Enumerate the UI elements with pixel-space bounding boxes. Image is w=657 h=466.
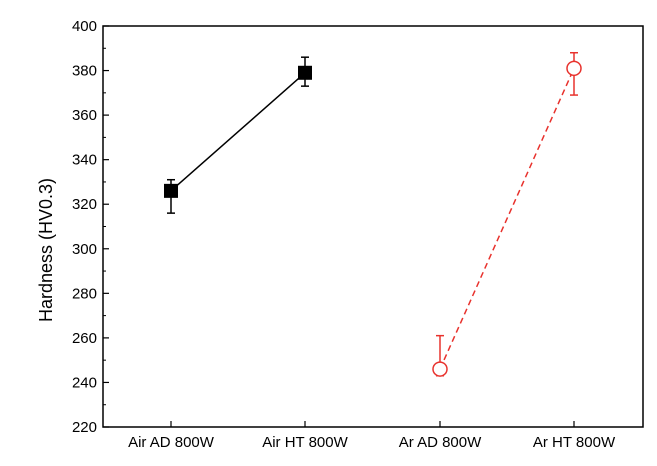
data-point-circle xyxy=(566,60,582,77)
y-tick-label: 320 xyxy=(72,196,97,213)
y-tick-label: 360 xyxy=(72,107,97,124)
y-tick-label: 300 xyxy=(72,241,97,258)
series-layer xyxy=(164,51,582,377)
plot-border xyxy=(102,25,644,428)
y-tick-label: 380 xyxy=(72,63,97,80)
data-point-square xyxy=(298,65,312,80)
series-line xyxy=(170,72,306,192)
series-2 xyxy=(432,51,582,377)
x-axis-ticks: Air AD 800W Air HT 800W Ar AD 800W Ar HT 80… xyxy=(128,421,616,451)
y-tick-label: 400 xyxy=(72,18,97,35)
y-axis-ticks: 220 240 260 280 300 320 340 360 380 400 xyxy=(72,18,109,436)
series-1 xyxy=(164,56,312,214)
x-tick-label: Ar AD 800W xyxy=(399,434,482,451)
y-tick-label: 280 xyxy=(72,285,97,302)
y-tick-label: 240 xyxy=(72,374,97,391)
y-tick-label: 220 xyxy=(72,419,97,436)
plot-frame xyxy=(102,25,644,428)
y-tick-label: 260 xyxy=(72,330,97,347)
data-point-circle xyxy=(432,361,448,377)
x-tick-label: Air AD 800W xyxy=(128,434,215,451)
y-axis-title: Hardness (HV0.3) xyxy=(36,178,56,322)
x-tick-label: Air HT 800W xyxy=(262,434,348,451)
data-point-square xyxy=(164,183,178,198)
x-tick-label: Ar HT 800W xyxy=(533,434,616,451)
y-tick-label: 340 xyxy=(72,152,97,169)
series-line xyxy=(439,68,575,370)
